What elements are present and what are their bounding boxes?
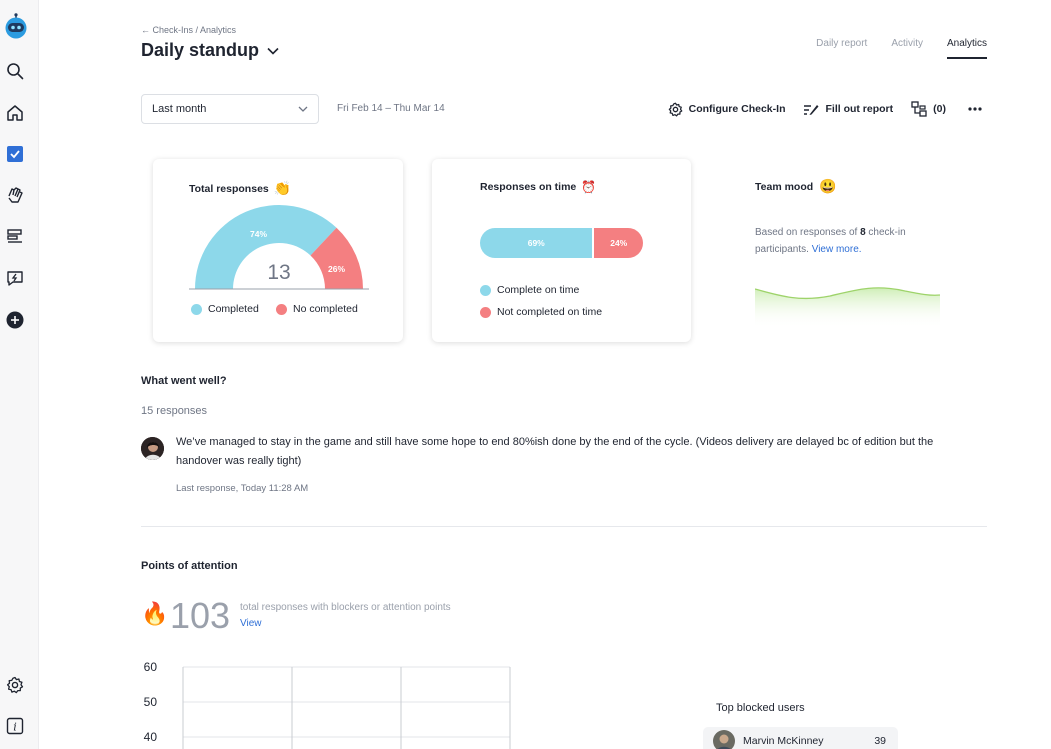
late-bar-label: 24% [610,238,628,248]
team-mood-description: Based on responses of 8 check-in partici… [755,224,955,258]
configure-checkin-label: Configure Check-In [688,103,786,115]
points-of-attention-title: Points of attention [141,560,238,572]
legend-late-dot [480,306,491,318]
bar-divider [592,228,595,258]
responses-on-time-title-text: Responses on time [480,181,577,193]
gauge-completed-label: 74% [250,229,267,239]
fill-out-report-button[interactable]: Fill out report [803,103,893,115]
blocked-user-count: 39 [874,735,886,747]
linked-items-button[interactable]: (0) [911,101,946,117]
page-title[interactable]: Daily standup [141,40,279,61]
svg-text:i: i [13,721,17,734]
hands-icon[interactable] [5,185,25,205]
logo-bot-icon[interactable] [4,13,28,39]
legend-not-completed: No completed [276,303,358,315]
team-mood-title-text: Team mood [755,180,814,193]
response-text: We’ve managed to stay in the game and st… [176,436,934,467]
attention-chart: 60 50 40 [144,660,511,749]
alarm-clock-icon: ⏰ [581,180,597,194]
clapping-hands-icon: 👏 [273,180,292,196]
legend-completed-dot [191,303,202,315]
legend-on-time: Complete on time [480,284,579,296]
attention-description: total responses with blockers or attenti… [240,602,451,613]
legend-late: Not completed on time [480,306,602,318]
total-responses-title: Total responses 👏 [189,180,291,197]
edit-lines-icon [804,105,819,115]
section-divider [141,526,987,527]
smiley-icon: 😃 [819,178,837,194]
gauge-completed-segment [195,205,337,289]
legend-completed: Completed [191,303,259,315]
blocked-user-name: Marvin McKinney [743,735,824,747]
tab-activity[interactable]: Activity [891,38,923,49]
avatar[interactable] [141,437,164,460]
settings-icon[interactable] [5,675,25,695]
top-blocked-title: Top blocked users [716,702,805,714]
gauge-not-completed-segment [310,227,363,289]
on-time-bar-segment: 69% [480,228,593,258]
responses-on-time-title: Responses on time ⏰ [480,180,596,194]
chart-y-tick-label: 60 [144,660,158,674]
toolbar-actions: Configure Check-In Fill out report (0) [668,101,982,117]
more-dots-icon [968,107,982,111]
period-select[interactable]: Last month [141,94,319,124]
legend-on-time-dot [480,284,491,296]
on-time-bar-label: 69% [527,238,545,248]
total-responses-gauge: 74% 26% 13 [189,205,369,290]
home-icon[interactable] [5,103,25,123]
team-mood-view-more-link[interactable]: View more. [811,244,862,255]
total-responses-card: Total responses 👏 74% 26% 13 Completed N… [153,159,403,342]
gauge-not-completed-label: 26% [328,264,345,274]
legend-late-label: Not completed on time [497,306,603,318]
team-mood-sparkline [755,287,940,328]
linked-items-count: (0) [933,103,946,115]
last-response-time: Last response, Today 11:28 AM [176,483,309,494]
chart-y-ticks: 60 50 40 [144,660,158,744]
team-mood-desc-prefix: Based on responses of [755,227,861,238]
team-mood-participants: 8 [860,227,866,238]
gear-icon [668,102,683,116]
responses-on-time-card: Responses on time ⏰ 69% 24% Complete on … [432,159,691,342]
search-icon[interactable] [5,61,25,81]
page-title-text: Daily standup [141,40,260,60]
team-mood-title: Team mood 😃 [755,178,837,195]
what-went-well-title: What went well? [141,375,227,387]
date-range: Fri Feb 14 – Thu Mar 14 [337,103,445,114]
tab-analytics[interactable]: Analytics [946,38,987,59]
total-responses-title-text: Total responses [189,182,269,195]
hierarchy-icon [911,101,927,117]
legend-not-completed-dot [276,303,287,315]
chart-y-tick-label: 50 [144,695,158,709]
chevron-down-icon[interactable] [267,47,279,55]
lightning-icon[interactable] [5,268,25,288]
more-options-button[interactable] [968,107,982,111]
late-bar-segment: 24% [594,228,643,258]
chevron-down-icon [298,106,308,112]
fill-out-report-label: Fill out report [825,103,894,115]
add-icon[interactable] [5,310,25,330]
checkbox-icon[interactable] [5,144,25,164]
chart-grid [182,666,511,749]
tab-daily-report[interactable]: Daily report [816,38,868,49]
align-icon[interactable] [5,227,25,247]
tab-bar: Daily report Activity Analytics [816,38,987,59]
gauge-center-value: 13 [267,261,290,284]
blocked-user-avatar [713,730,735,749]
responses-count[interactable]: 15 responses [141,405,208,417]
fire-icon: 🔥 [141,601,169,626]
period-select-value: Last month [152,103,207,115]
team-mood-desc-suffix: check-in participants. [755,227,906,255]
chart-y-tick-label: 40 [144,730,158,744]
breadcrumb[interactable]: ← Check-Ins / Analytics [141,25,237,35]
on-time-bar: 69% 24% [480,228,643,258]
info-icon[interactable]: i [5,716,25,736]
legend-completed-label: Completed [208,303,259,315]
sidebar: i [0,0,39,749]
blocked-user-row[interactable]: Marvin McKinney 39 [703,727,898,749]
attention-count: 103 [170,595,231,636]
legend-not-completed-label: No completed [293,303,358,315]
attention-view-link[interactable]: View [240,618,262,629]
configure-checkin-button[interactable]: Configure Check-In [668,102,786,117]
legend-on-time-label: Complete on time [497,284,580,296]
